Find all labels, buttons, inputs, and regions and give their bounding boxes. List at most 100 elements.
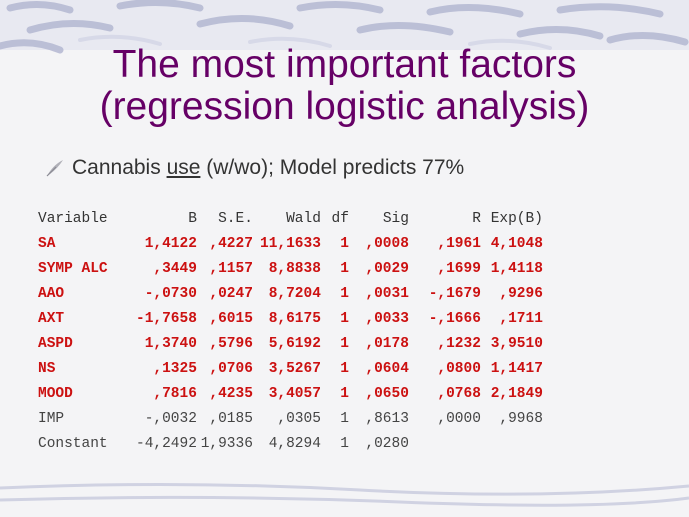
regression-table: Variable B S.E. Wald df Sig R Exp(B) SA 1,4122 ,42…: [38, 206, 543, 456]
cell-r: ,0000: [437, 410, 481, 427]
cell-b: ,3449: [153, 260, 197, 277]
cell-r: ,0800: [437, 360, 481, 377]
cell-sig: ,0650: [365, 385, 409, 402]
cell-b: -,0032: [144, 410, 197, 427]
cell-sig: ,0280: [365, 435, 409, 452]
cell-sig: ,0178: [365, 335, 409, 352]
cell-df: 1: [340, 235, 349, 252]
column-header-se: S.E.: [218, 210, 253, 227]
cell-df: 1: [340, 385, 349, 402]
table-row: MOOD ,7816 ,4235 3,4057 1 ,0650 ,0768 2,1849: [38, 381, 543, 406]
cell-expb: 2,1849: [490, 385, 543, 402]
cell-expb: [481, 431, 543, 456]
table-row: NS ,1325 ,0706 3,5267 1 ,0604 ,0800 1,1417: [38, 356, 543, 381]
cell-b: ,7816: [153, 385, 197, 402]
cell-variable: Constant: [38, 435, 108, 452]
cell-r: ,0768: [437, 385, 481, 402]
cell-sig: ,0033: [365, 310, 409, 327]
table-row: Constant -4,2492 1,9336 4,8294 1 ,0280: [38, 431, 543, 456]
cell-expb: 1,1417: [490, 360, 543, 377]
cell-r: -,1679: [428, 285, 481, 302]
cell-r: [409, 431, 481, 456]
cell-expb: ,1711: [499, 310, 543, 327]
cell-wald: 11,1633: [260, 235, 321, 252]
cell-expb: 4,1048: [490, 235, 543, 252]
table-row: AAO -,0730 ,0247 8,7204 1 ,0031 -,1679 ,9296: [38, 281, 543, 306]
bullet-text: Cannabis use (w/wo); Model predicts 77%: [72, 156, 464, 180]
cell-wald: 8,7204: [268, 285, 321, 302]
cell-wald: 5,6192: [268, 335, 321, 352]
cell-wald: 3,4057: [268, 385, 321, 402]
column-header-variable: Variable: [38, 210, 108, 227]
cell-b: 1,3740: [144, 335, 197, 352]
cell-wald: 3,5267: [268, 360, 321, 377]
cell-sig: ,8613: [365, 410, 409, 427]
column-header-wald: Wald: [286, 210, 321, 227]
table-row: AXT -1,7658 ,6015 8,6175 1 ,0033 -,1666 ,1711: [38, 306, 543, 331]
cell-b: ,1325: [153, 360, 197, 377]
cell-df: 1: [340, 360, 349, 377]
table-row: SA 1,4122 ,4227 11,1633 1 ,0008 ,1961 4,1048: [38, 231, 543, 256]
column-header-sig: Sig: [382, 210, 409, 227]
cell-wald: 4,8294: [268, 435, 321, 452]
cell-se: ,1157: [209, 260, 253, 277]
cell-variable: NS: [38, 360, 56, 377]
column-header-expb: Exp(B): [490, 210, 543, 227]
cell-df: 1: [340, 310, 349, 327]
cell-df: 1: [340, 260, 349, 277]
cell-se: ,4235: [209, 385, 253, 402]
cell-b: -,0730: [144, 285, 197, 302]
cell-df: 1: [340, 335, 349, 352]
cell-expb: ,9968: [499, 410, 543, 427]
cell-wald: ,0305: [277, 410, 321, 427]
cell-r: ,1232: [437, 335, 481, 352]
cell-df: 1: [340, 435, 349, 452]
cell-df: 1: [340, 410, 349, 427]
cell-wald: 8,8838: [268, 260, 321, 277]
cell-se: ,0706: [209, 360, 253, 377]
cell-r: ,1699: [437, 260, 481, 277]
table-row: IMP -,0032 ,0185 ,0305 1 ,8613 ,0000 ,9968: [38, 406, 543, 431]
cell-variable: SYMP ALC: [38, 260, 108, 277]
cell-se: ,4227: [209, 235, 253, 252]
cell-variable: IMP: [38, 410, 65, 427]
cell-se: 1,9336: [200, 435, 253, 452]
table-header-row: Variable B S.E. Wald df Sig R Exp(B): [38, 206, 543, 231]
cell-sig: ,0031: [365, 285, 409, 302]
cell-df: 1: [340, 285, 349, 302]
cell-variable: MOOD: [38, 385, 73, 402]
cell-sig: ,0029: [365, 260, 409, 277]
bullet-underlined-word: use: [166, 156, 201, 179]
bullet-item: Cannabis use (w/wo); Model predicts 77%: [44, 153, 464, 183]
cell-r: -,1666: [428, 310, 481, 327]
cell-variable: AAO: [38, 285, 65, 302]
cell-b: -1,7658: [136, 310, 197, 327]
table-row: SYMP ALC ,3449 ,1157 8,8838 1 ,0029 ,1699 1,411…: [38, 256, 543, 281]
cell-se: ,0247: [209, 285, 253, 302]
title-line-1: The most important factors: [112, 43, 577, 86]
cell-se: ,6015: [209, 310, 253, 327]
column-header-df: df: [331, 210, 349, 227]
cell-variable: ASPD: [38, 335, 73, 352]
cell-r: ,1961: [437, 235, 481, 252]
cell-variable: AXT: [38, 310, 65, 327]
bullet-suffix: (w/wo); Model predicts 77%: [200, 156, 465, 179]
cell-wald: 8,6175: [268, 310, 321, 327]
slide-title: The most important factors (regression l…: [0, 44, 689, 128]
cell-se: ,0185: [209, 410, 253, 427]
cell-se: ,5796: [209, 335, 253, 352]
feather-bullet-icon: [46, 160, 63, 177]
cell-sig: ,0604: [365, 360, 409, 377]
cell-expb: ,9296: [499, 285, 543, 302]
column-header-b: B: [188, 210, 197, 227]
cell-b: -4,2492: [136, 435, 197, 452]
cell-b: 1,4122: [144, 235, 197, 252]
table-row: ASPD 1,3740 ,5796 5,6192 1 ,0178 ,1232 3,9510: [38, 331, 543, 356]
cell-expb: 3,9510: [490, 335, 543, 352]
bullet-prefix: Cannabis: [72, 156, 167, 179]
column-header-r: R: [472, 210, 481, 227]
cell-sig: ,0008: [365, 235, 409, 252]
title-line-2: (regression logistic analysis): [99, 85, 590, 128]
